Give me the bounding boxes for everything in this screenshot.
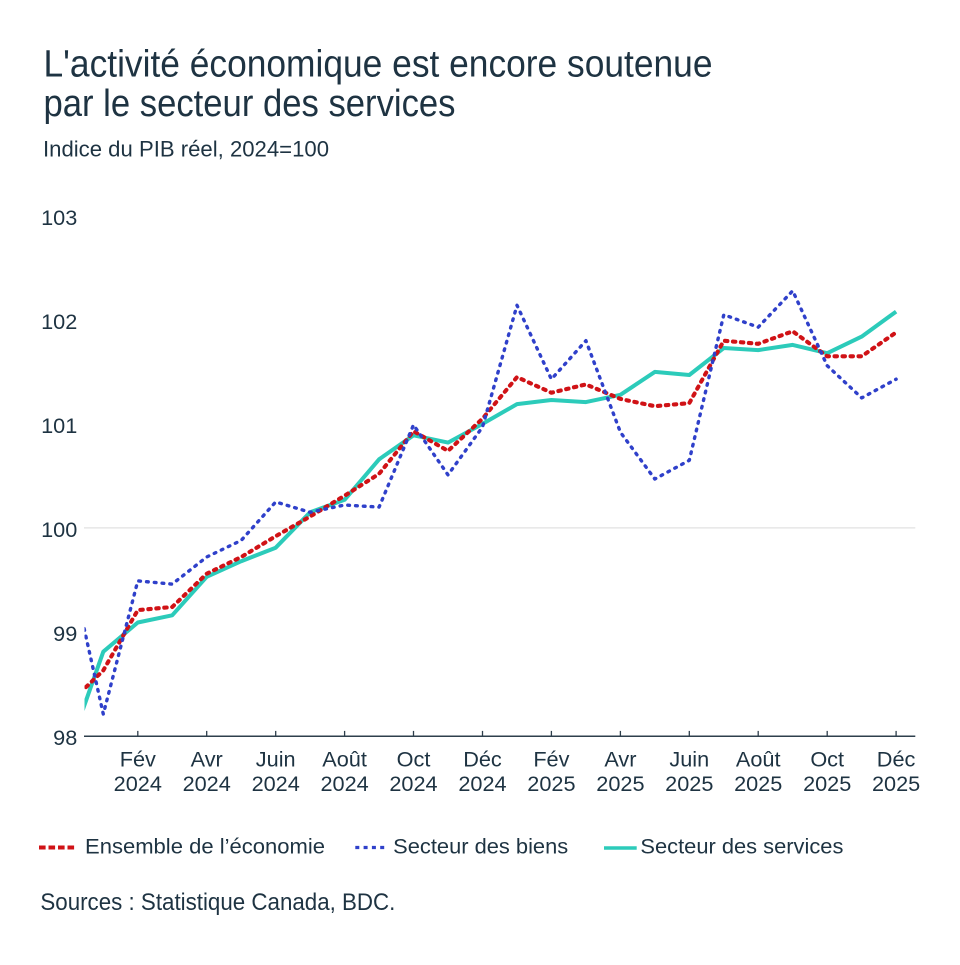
svg-text:Août: Août xyxy=(736,747,781,772)
svg-text:Indice du PIB réel, 2024=100: Indice du PIB réel, 2024=100 xyxy=(43,137,329,162)
svg-text:Déc: Déc xyxy=(877,747,916,772)
svg-text:2024: 2024 xyxy=(320,771,368,796)
svg-text:2025: 2025 xyxy=(872,771,920,796)
svg-text:101: 101 xyxy=(41,413,77,438)
svg-text:Secteur des biens: Secteur des biens xyxy=(393,835,568,859)
svg-text:103: 103 xyxy=(41,205,77,230)
svg-text:2024: 2024 xyxy=(389,771,437,796)
svg-text:98: 98 xyxy=(53,725,77,750)
svg-text:Secteur des services: Secteur des services xyxy=(640,835,843,859)
svg-text:Août: Août xyxy=(322,747,367,772)
svg-text:100: 100 xyxy=(41,517,77,542)
svg-text:2024: 2024 xyxy=(252,771,300,796)
svg-text:2025: 2025 xyxy=(596,771,644,796)
svg-text:Fév: Fév xyxy=(120,747,156,772)
svg-text:2024: 2024 xyxy=(183,771,231,796)
svg-text:Avr: Avr xyxy=(604,747,636,772)
svg-text:Juin: Juin xyxy=(256,747,296,772)
svg-text:Oct: Oct xyxy=(810,747,844,772)
svg-text:Juin: Juin xyxy=(669,747,709,772)
svg-text:Oct: Oct xyxy=(397,747,431,772)
svg-text:102: 102 xyxy=(41,309,77,334)
svg-text:L'activité économique est enco: L'activité économique est encore soutenu… xyxy=(44,42,713,85)
svg-text:par le secteur des services: par le secteur des services xyxy=(44,82,456,125)
svg-text:2024: 2024 xyxy=(114,771,162,796)
svg-text:Fév: Fév xyxy=(533,747,569,772)
svg-text:Déc: Déc xyxy=(463,747,502,772)
svg-text:2025: 2025 xyxy=(665,771,713,796)
svg-text:2025: 2025 xyxy=(803,771,851,796)
svg-text:2025: 2025 xyxy=(734,771,782,796)
svg-text:99: 99 xyxy=(53,621,77,646)
svg-text:2024: 2024 xyxy=(458,771,506,796)
svg-text:Avr: Avr xyxy=(191,747,223,772)
svg-text:2025: 2025 xyxy=(527,771,575,796)
svg-text:Ensemble de l’économie: Ensemble de l’économie xyxy=(85,835,325,859)
svg-text:Sources : Statistique Canada,: Sources : Statistique Canada, BDC. xyxy=(40,890,395,916)
